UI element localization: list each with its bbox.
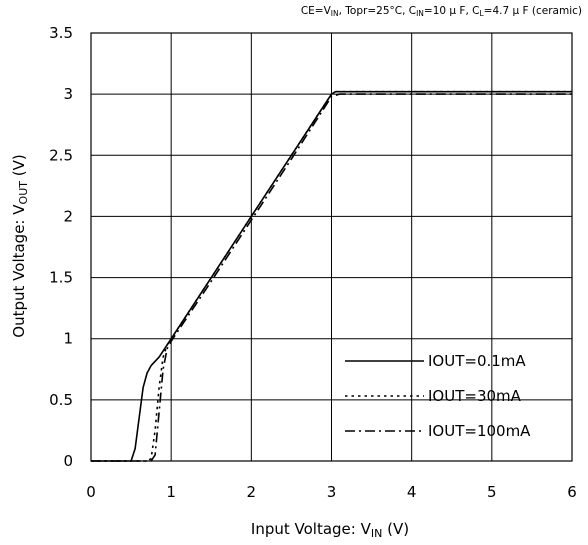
x-tick-label: 1 [166, 483, 176, 501]
x-tick-label: 6 [567, 483, 577, 501]
y-tick-labels: 0 0.5 1 1.5 2 2.5 3 3.5 [49, 24, 73, 470]
y-tick-label: 0 [63, 452, 73, 470]
y-axis-title: Output Voltage: VOUT (V) [10, 154, 30, 337]
legend: IOUT=0.1mA IOUT=30mA IOUT=100mA [345, 352, 531, 440]
conditions-text: CE=VIN, Topr=25°C, CIN=10 μ F, CL=4.7 μ … [301, 5, 582, 18]
series-line-dotted [91, 90, 572, 462]
plot-frame [90, 32, 573, 462]
x-tick-label: 5 [487, 483, 497, 501]
x-axis-title: Input Voltage: VIN (V) [251, 520, 409, 540]
legend-label-0: IOUT=0.1mA [428, 352, 526, 370]
series-line-dashdot [91, 93, 572, 462]
x-tick-label: 0 [86, 483, 96, 501]
y-tick-label: 2.5 [49, 146, 73, 164]
y-tick-label: 1 [63, 330, 73, 348]
x-tick-label: 3 [327, 483, 337, 501]
y-tick-label: 3 [63, 85, 73, 103]
y-tick-label: 2 [63, 207, 73, 225]
x-tick-label: 4 [407, 483, 417, 501]
x-tick-labels: 0 1 2 3 4 5 6 [86, 483, 577, 501]
series-group [91, 90, 572, 462]
y-tick-label: 3.5 [49, 24, 73, 42]
legend-label-2: IOUT=100mA [428, 422, 531, 440]
x-tick-label: 2 [247, 483, 257, 501]
series-line-solid [91, 90, 572, 462]
legend-label-1: IOUT=30mA [428, 387, 522, 405]
y-tick-label: 0.5 [49, 391, 73, 409]
y-tick-label: 1.5 [49, 269, 73, 287]
